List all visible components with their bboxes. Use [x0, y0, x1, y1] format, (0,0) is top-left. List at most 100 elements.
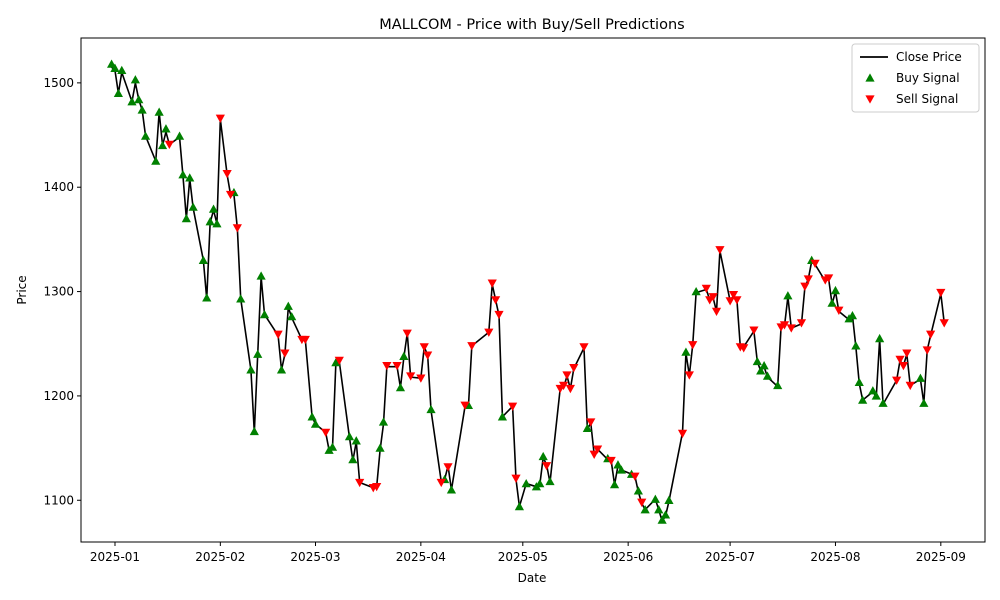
buy-signal-marker — [660, 510, 671, 519]
buy-signal-marker — [375, 443, 385, 452]
sell-signal-marker — [592, 445, 603, 454]
legend-sell-swatch — [865, 95, 875, 104]
sell-signal-marker — [922, 346, 932, 355]
buy-signal-marker — [497, 412, 508, 421]
sell-signal-marker — [902, 349, 912, 358]
sell-signal-marker — [273, 330, 283, 339]
sell-signal-marker — [569, 364, 579, 373]
sell-signal-marker — [222, 169, 232, 179]
legend: Close Price Buy Signal Sell Signal — [851, 43, 980, 113]
buy-signal-marker — [348, 454, 358, 464]
sell-signal-marker — [321, 428, 331, 438]
buy-signal-marker — [310, 419, 321, 428]
sell-signal-marker — [796, 319, 807, 328]
buy-signal-marker — [113, 88, 123, 97]
sell-signal-marker — [810, 259, 820, 268]
sell-signal-marker — [725, 297, 735, 306]
buy-signal-marker — [181, 213, 191, 223]
sell-signal-marker — [589, 450, 599, 459]
buy-signal-marker — [446, 485, 457, 494]
buy-signal-marker — [395, 382, 406, 392]
buy-signal-marker — [868, 386, 878, 395]
x-tick-label: 2025-04 — [396, 550, 446, 564]
buy-signal-marker — [752, 356, 762, 366]
sell-signal-marker — [484, 328, 494, 337]
sell-signal-marker — [508, 402, 518, 411]
sell-signal-marker — [630, 472, 640, 481]
buy-signal-marker — [307, 412, 317, 421]
sell-signal-marker — [541, 462, 552, 471]
sell-signal-marker — [436, 478, 446, 488]
y-tick-label: 1300 — [43, 285, 74, 299]
buy-signal-marker — [344, 432, 355, 441]
buy-signal-marker — [117, 65, 127, 75]
axes: 2025-01 2025-02 2025-03 2025-04 2025-05 2025-… — [43, 37, 986, 564]
buy-signal-marker — [130, 75, 140, 84]
buy-signal-marker — [582, 423, 592, 432]
buy-signal-marker — [276, 365, 287, 374]
buy-signal-marker — [616, 465, 626, 474]
sell-signal-marker — [487, 279, 497, 288]
buy-signal-marker — [249, 426, 259, 436]
buy-signal-marker — [426, 404, 436, 414]
y-tick-label: 1100 — [43, 493, 74, 507]
legend-box — [851, 43, 980, 113]
buy-signal-marker — [198, 255, 208, 264]
sell-signal-marker — [215, 114, 225, 123]
buy-signal-marker — [174, 131, 185, 140]
sell-signal-marker — [565, 384, 575, 394]
sell-signal-marker — [558, 381, 569, 391]
sell-signal-marker — [164, 140, 174, 150]
buy-signal-marker — [851, 341, 861, 350]
sell-signal-marker — [708, 293, 718, 302]
x-tick-label: 2025-07 — [705, 550, 755, 564]
sell-signal-marker — [800, 282, 810, 291]
buy-signal-marker — [545, 476, 555, 486]
buy-signal-marker — [650, 494, 660, 503]
buy-signal-marker — [253, 349, 263, 358]
y-tick-label: 1400 — [43, 180, 74, 194]
buy-signal-marker — [919, 398, 929, 407]
x-tick-label: 2025-03 — [290, 550, 340, 564]
buy-signal-marker — [858, 395, 868, 404]
buy-signal-marker — [161, 124, 171, 133]
sell-signal-marker — [834, 306, 844, 315]
sell-signal-marker — [701, 284, 711, 294]
legend-label: Buy Signal — [896, 71, 960, 85]
buy-signal-marker — [157, 140, 168, 150]
buy-signal-marker — [640, 505, 650, 514]
sell-signal-marker — [749, 326, 759, 335]
sell-signal-marker — [382, 361, 392, 371]
buy-signal-marker — [208, 204, 219, 213]
buy-signal-marker — [756, 366, 766, 375]
buy-signal-marker — [246, 365, 256, 374]
sell-signal-marker — [732, 296, 742, 305]
x-tick-label: 2025-05 — [498, 550, 548, 564]
buy-signal-marker — [657, 515, 667, 524]
sell-signal-marker — [606, 456, 616, 466]
buy-signal-marker — [871, 391, 881, 400]
buy-signal-marker — [854, 377, 864, 387]
sell-signal-marker — [711, 307, 722, 316]
buy-signal-marker — [205, 217, 215, 226]
buy-signal-marker — [830, 285, 841, 295]
sell-signal-marker — [460, 401, 470, 410]
plot-area — [106, 59, 949, 524]
sell-signal-marker — [824, 274, 834, 283]
legend-label: Sell Signal — [896, 92, 958, 106]
sell-signal-marker — [892, 376, 902, 385]
sell-signal-marker — [372, 483, 382, 492]
sell-signal-marker — [232, 224, 242, 233]
sell-signal-marker — [905, 381, 915, 391]
buy-signal-marker — [773, 380, 783, 390]
buy-signal-marker — [185, 173, 195, 182]
buy-signal-marker — [762, 371, 773, 380]
x-tick-label: 2025-01 — [90, 550, 140, 564]
sell-signal-marker — [579, 343, 589, 352]
buy-signal-marker — [875, 333, 885, 343]
sell-signal-marker — [936, 288, 946, 298]
buy-signal-marker — [236, 294, 246, 303]
x-axis-title: Date — [518, 571, 547, 585]
